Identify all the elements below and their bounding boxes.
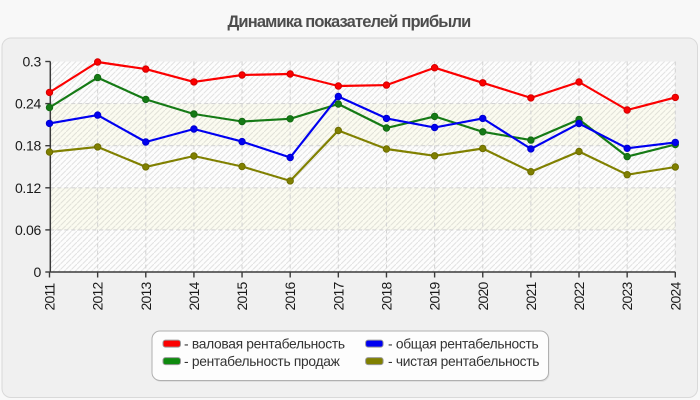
- svg-text:0.12: 0.12: [15, 180, 42, 196]
- svg-text:2014: 2014: [186, 282, 202, 311]
- svg-text:2024: 2024: [667, 282, 683, 311]
- svg-text:2020: 2020: [475, 282, 491, 311]
- svg-text:0.06: 0.06: [15, 222, 42, 238]
- svg-text:- валовая рентабельность: - валовая рентабельность: [184, 336, 345, 351]
- svg-text:2023: 2023: [619, 282, 635, 311]
- svg-text:2013: 2013: [138, 282, 154, 311]
- svg-text:2016: 2016: [282, 282, 298, 311]
- svg-text:0: 0: [34, 264, 42, 280]
- svg-text:- общая рентабельность: - общая рентабельность: [388, 336, 539, 351]
- svg-text:0.3: 0.3: [22, 54, 41, 70]
- svg-text:- рентабельность продаж: - рентабельность продаж: [184, 354, 341, 369]
- svg-text:0.24: 0.24: [15, 96, 42, 112]
- svg-text:2011: 2011: [42, 283, 58, 311]
- svg-text:2017: 2017: [330, 282, 346, 311]
- svg-text:- чистая рентабельность: - чистая рентабельность: [388, 354, 539, 369]
- svg-text:2012: 2012: [90, 282, 106, 311]
- svg-text:2018: 2018: [378, 282, 394, 311]
- svg-text:0.18: 0.18: [15, 138, 42, 154]
- svg-text:2022: 2022: [571, 282, 587, 311]
- svg-text:Динамика показателей прибыли: Динамика показателей прибыли: [228, 13, 471, 31]
- svg-text:2019: 2019: [427, 282, 443, 311]
- svg-text:2021: 2021: [523, 282, 539, 311]
- svg-text:2015: 2015: [234, 282, 250, 311]
